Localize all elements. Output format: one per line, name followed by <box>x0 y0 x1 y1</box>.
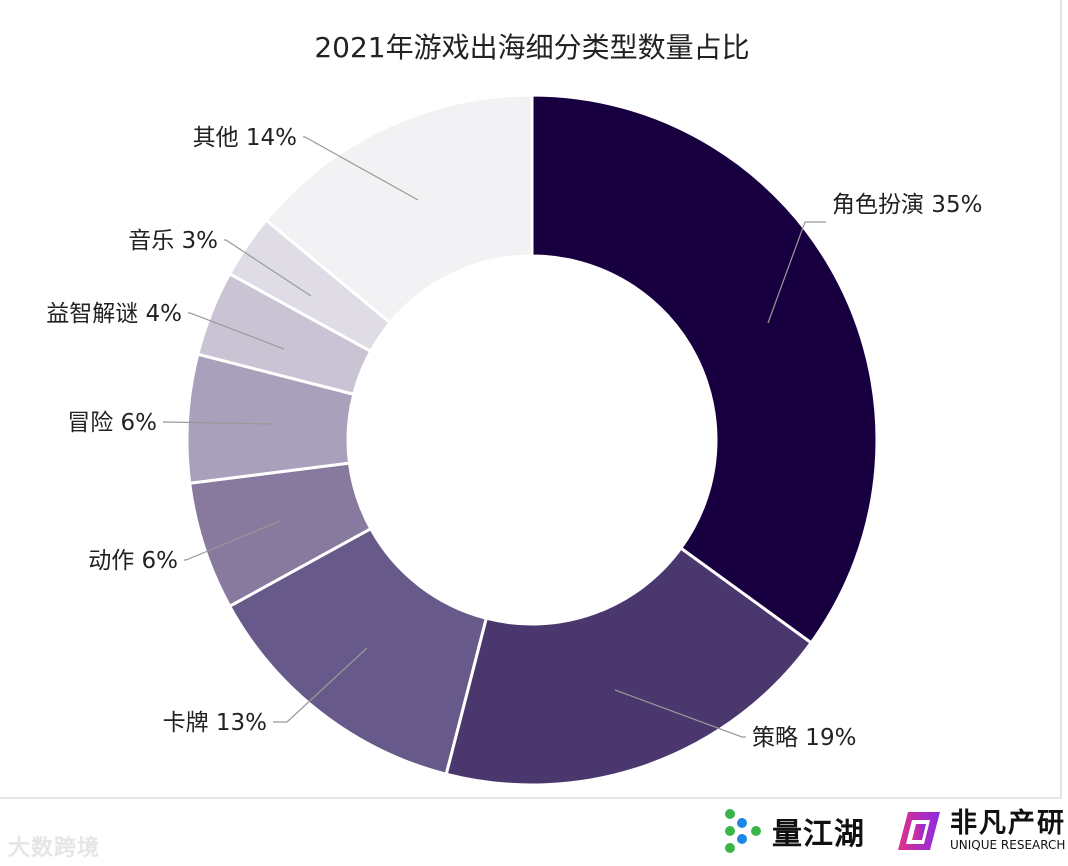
unique-research-logo: 非凡产研 UNIQUE RESEARCH <box>896 810 1066 852</box>
brand1-text: 量江湖 <box>772 817 865 852</box>
slice-3 <box>227 526 489 776</box>
leader-line-5 <box>163 421 273 425</box>
leader-line-2 <box>614 689 746 738</box>
liangjianghu-logo: 量江湖 <box>722 808 865 854</box>
donut-chart: 角色扮演 35% 策略 19% 卡牌 13% 动作 6% 冒险 6% 益智解谜 4% 音乐 … <box>46 93 982 787</box>
leader-line-3 <box>273 647 368 723</box>
slice-label-7: 音乐 3% <box>128 228 218 254</box>
slice-label-4: 动作 6% <box>88 548 178 574</box>
unique-research-logo-icon <box>898 812 940 850</box>
chart-title: 2021年游戏出海细分类型数量占比 <box>314 31 750 64</box>
leader-line-1 <box>767 221 826 324</box>
slice-label-3: 卡牌 13% <box>163 710 267 736</box>
slice-label-1: 角色扮演 35% <box>832 192 982 218</box>
leader-line-8 <box>303 136 419 201</box>
slice-2 <box>444 546 814 787</box>
slice-label-6: 益智解谜 4% <box>46 301 182 327</box>
leader-line-4 <box>184 520 281 561</box>
slice-label-8: 其他 14% <box>193 125 297 151</box>
brand2-en: UNIQUE RESEARCH <box>950 838 1066 852</box>
liangjianghu-logo-icon <box>725 809 761 853</box>
chart-frame <box>0 0 1062 799</box>
slice-label-5: 冒险 6% <box>67 410 157 436</box>
slice-1 <box>530 93 879 645</box>
slice-8 <box>264 93 534 325</box>
slice-label-2: 策略 19% <box>752 725 856 751</box>
leader-line-7 <box>224 239 312 297</box>
leader-line-6 <box>188 312 285 350</box>
watermark-text: 大数跨境 <box>8 836 101 861</box>
watermark: 大数跨境 <box>8 830 100 862</box>
brand2-cn: 非凡产研 <box>950 808 1066 839</box>
